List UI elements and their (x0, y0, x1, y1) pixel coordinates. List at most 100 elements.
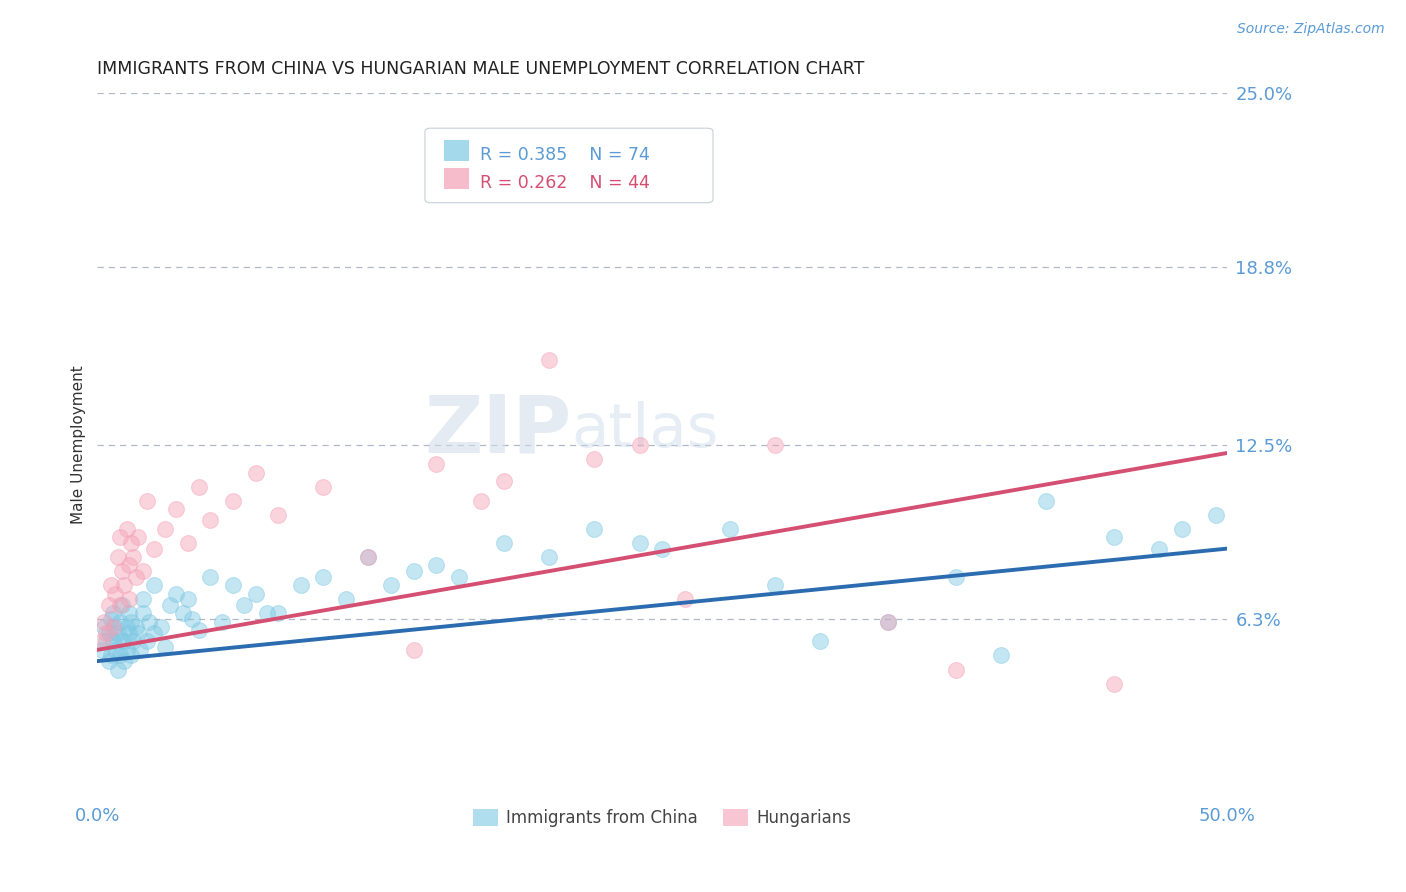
Point (1035, 493, 1057, 508)
Point (131, 592, 153, 607)
Point (200, 514, 222, 528)
Point (136, 634, 159, 648)
Point (222, 493, 245, 508)
Point (165, 586, 187, 600)
Point (115, 643, 138, 657)
Point (142, 578, 165, 592)
Legend: Immigrants from China, Hungarians: Immigrants from China, Hungarians (467, 802, 858, 833)
Point (153, 522, 176, 536)
Point (945, 570, 967, 584)
Point (188, 480, 211, 494)
Point (120, 536, 142, 550)
FancyBboxPatch shape (444, 169, 470, 189)
Point (222, 578, 245, 592)
Point (114, 578, 136, 592)
Point (114, 634, 136, 648)
Point (118, 626, 141, 640)
Point (583, 451, 606, 466)
Point (122, 634, 145, 648)
Point (104, 586, 127, 600)
Point (90, 643, 112, 657)
Point (425, 457, 447, 471)
Point (142, 541, 165, 556)
Point (718, 522, 741, 536)
Point (492, 474, 515, 488)
Point (1147, 541, 1170, 556)
Point (538, 549, 561, 564)
Point (136, 493, 159, 508)
Text: ZIP: ZIP (425, 392, 572, 469)
Point (120, 648, 142, 663)
Point (108, 648, 131, 663)
Point (104, 620, 127, 634)
Point (267, 508, 290, 522)
Point (107, 663, 129, 677)
Point (129, 643, 152, 657)
FancyBboxPatch shape (425, 128, 713, 202)
Point (118, 607, 141, 621)
Text: R = 0.262    N = 44: R = 0.262 N = 44 (481, 174, 650, 192)
Point (877, 615, 900, 629)
Point (96, 626, 118, 640)
Point (93, 615, 115, 629)
Point (402, 643, 425, 657)
Point (380, 578, 402, 592)
Point (1102, 676, 1125, 690)
Point (101, 607, 124, 621)
Point (111, 598, 134, 612)
Point (101, 634, 124, 648)
Point (763, 578, 786, 592)
Point (96, 634, 118, 648)
Point (97, 626, 120, 640)
Point (118, 558, 141, 573)
Point (211, 615, 233, 629)
Point (402, 564, 425, 578)
Point (138, 615, 160, 629)
Point (673, 592, 696, 607)
Point (188, 623, 211, 637)
Point (245, 466, 267, 480)
Point (256, 607, 278, 621)
Point (177, 536, 200, 550)
Point (115, 620, 138, 634)
Point (153, 640, 176, 654)
Point (159, 598, 181, 612)
Point (165, 502, 187, 516)
Point (125, 620, 148, 634)
Point (267, 607, 290, 621)
Point (97, 654, 120, 668)
Point (100, 648, 122, 663)
Point (470, 493, 492, 508)
Point (115, 522, 138, 536)
Point (101, 620, 124, 634)
Point (97, 598, 120, 612)
Point (122, 549, 145, 564)
Point (120, 615, 142, 629)
Point (1102, 530, 1125, 544)
Point (127, 626, 149, 640)
Point (628, 437, 651, 451)
Point (107, 626, 129, 640)
Point (111, 634, 134, 648)
Point (628, 536, 651, 550)
Point (172, 607, 194, 621)
Point (335, 592, 357, 607)
Point (114, 654, 136, 668)
Point (233, 598, 256, 612)
Point (131, 607, 153, 621)
Point (90, 634, 112, 648)
Point (1171, 522, 1194, 536)
Point (149, 620, 172, 634)
Point (312, 480, 335, 494)
Text: atlas: atlas (572, 401, 720, 460)
Point (142, 626, 165, 640)
Point (651, 541, 673, 556)
Point (108, 598, 131, 612)
Point (127, 530, 149, 544)
Point (808, 634, 831, 648)
Point (583, 522, 606, 536)
Point (177, 592, 200, 607)
Point (93, 620, 115, 634)
Point (100, 578, 122, 592)
FancyBboxPatch shape (444, 140, 470, 161)
